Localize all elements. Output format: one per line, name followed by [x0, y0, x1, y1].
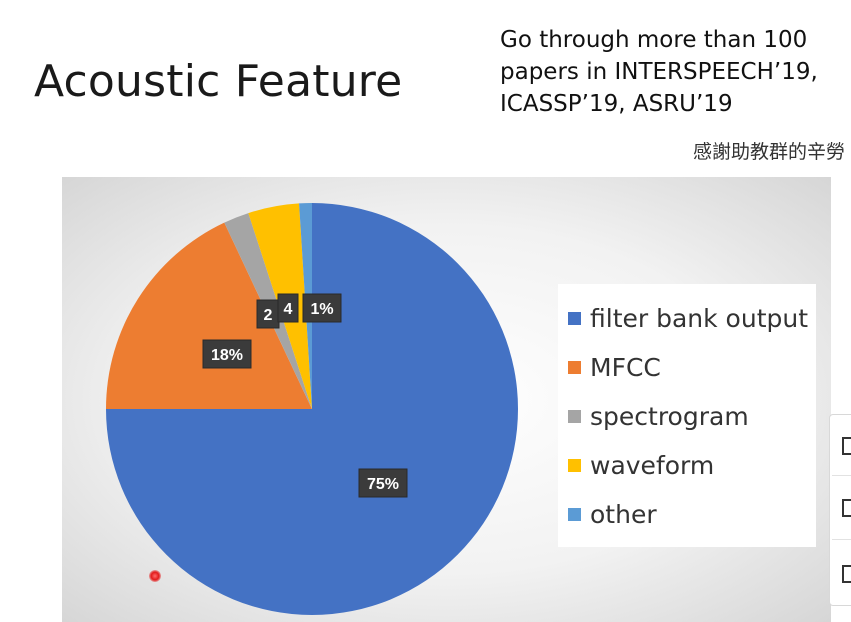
- legend-swatch-filter-bank: [568, 312, 581, 325]
- legend-swatch-spectrogram: [568, 410, 581, 423]
- source-note-line-1: Go through more than 100: [500, 27, 808, 53]
- slide-title: Acoustic Feature: [34, 56, 403, 107]
- data-label-box-other: [302, 293, 342, 323]
- data-label-text-filter-bank: 75%: [367, 476, 399, 493]
- pie-chart-panel: 75% 18% 2 4 1% filter bank output MFCC spect…: [62, 177, 831, 622]
- data-label-text-waveform: 4: [284, 301, 293, 318]
- data-label-box-filter-bank: [358, 468, 408, 498]
- data-label-mfcc: 18%: [202, 339, 252, 369]
- legend-label-other: other: [590, 500, 657, 529]
- legend-swatch-mfcc: [568, 361, 581, 374]
- data-label-spectrogram: 2: [256, 299, 280, 329]
- legend-label-filter-bank: filter bank output: [590, 304, 809, 333]
- legend-item-spectrogram: spectrogram: [568, 392, 816, 441]
- source-note-line-2: papers in INTERSPEECH’19,: [500, 59, 818, 85]
- notes-icon[interactable]: [842, 499, 851, 517]
- legend-swatch-waveform: [568, 459, 581, 472]
- legend-item-filter-bank: filter bank output: [568, 294, 816, 343]
- toolbar-divider: [832, 475, 851, 476]
- source-note: Go through more than 100 papers in INTER…: [500, 24, 818, 120]
- pie-chart: 75% 18% 2 4 1%: [106, 203, 518, 615]
- data-label-other: 1%: [302, 293, 342, 323]
- legend-item-waveform: waveform: [568, 441, 816, 490]
- data-label-text-mfcc: 18%: [211, 347, 243, 364]
- toolbar-divider: [832, 539, 851, 540]
- pie-slice-mfcc: [106, 222, 312, 409]
- side-toolbar: [829, 414, 851, 606]
- data-label-filter-bank: 75%: [358, 468, 408, 498]
- legend-swatch-other: [568, 508, 581, 521]
- comment-icon[interactable]: [842, 565, 851, 583]
- source-note-line-3: ICASSP’19, ASRU’19: [500, 91, 733, 117]
- data-label-box-waveform: [277, 293, 299, 323]
- legend-label-spectrogram: spectrogram: [590, 402, 749, 431]
- data-label-box-mfcc: [202, 339, 252, 369]
- thanks-note: 感謝助教群的辛勞: [692, 141, 845, 163]
- data-label-waveform: 4: [277, 293, 299, 323]
- legend-item-other: other: [568, 490, 816, 539]
- laser-pointer-dot: [149, 570, 161, 582]
- data-label-text-other: 1%: [310, 301, 333, 318]
- data-label-text-spectrogram: 2: [264, 307, 273, 324]
- slide-panel-icon[interactable]: [842, 437, 851, 455]
- chart-legend: filter bank output MFCC spectrogram wave…: [558, 284, 816, 547]
- legend-label-mfcc: MFCC: [590, 353, 661, 382]
- legend-label-waveform: waveform: [590, 451, 715, 480]
- legend-item-mfcc: MFCC: [568, 343, 816, 392]
